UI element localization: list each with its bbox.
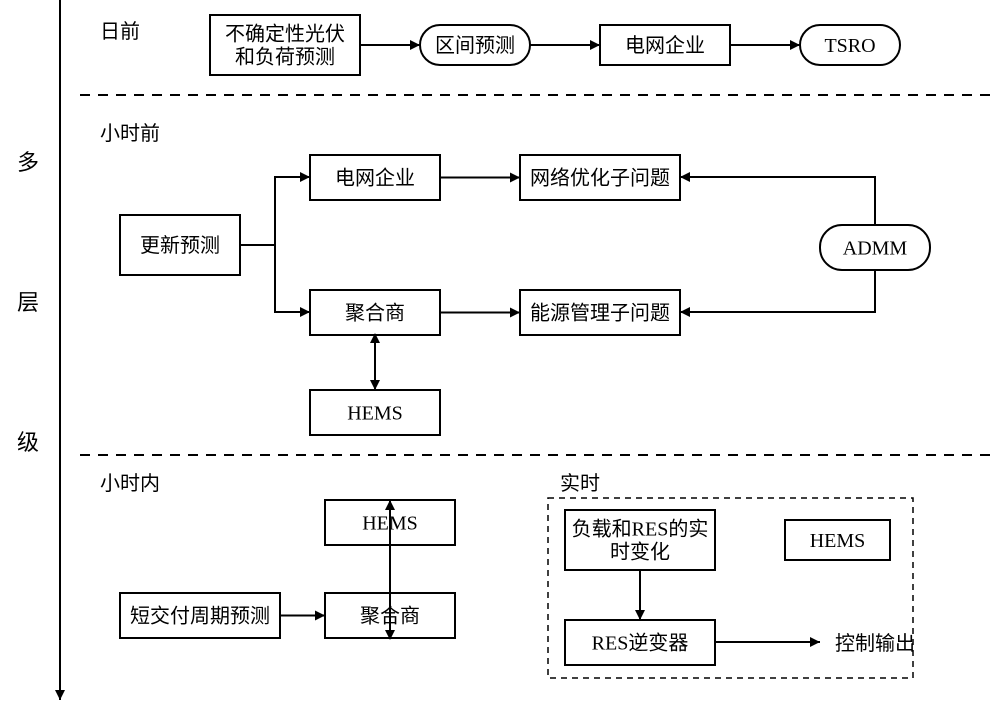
node-label: 电网企业 — [625, 34, 705, 57]
vertical-label-char: 层 — [17, 290, 39, 315]
vertical-label-char: 多 — [17, 150, 39, 175]
vertical-label-char: 级 — [17, 430, 39, 455]
node-label: HEMS — [810, 530, 866, 552]
node-label: 短交付周期预测 — [130, 605, 270, 628]
edge — [680, 270, 875, 312]
section-label: 日前 — [100, 20, 140, 43]
node-label: 能源管理子问题 — [530, 302, 670, 325]
section-label: 小时前 — [100, 122, 160, 145]
edge — [240, 177, 310, 245]
node-label: 网络优化子问题 — [530, 167, 670, 190]
node-label: 更新预测 — [140, 234, 220, 257]
node-label: 和负荷预测 — [235, 46, 335, 69]
node-label: 时变化 — [610, 541, 670, 564]
node-label: TSRO — [824, 35, 875, 57]
node-text: 控制输出 — [835, 632, 915, 655]
node-label: 聚合商 — [345, 302, 405, 325]
node-label: 不确定性光伏 — [225, 23, 345, 46]
node-label: HEMS — [347, 403, 403, 425]
section-label: 实时 — [560, 472, 600, 495]
node-label: 负载和RES的实 — [572, 518, 709, 541]
node-label: 电网企业 — [335, 167, 415, 190]
node-label: ADMM — [843, 238, 908, 260]
diagram-canvas: 多层级日前小时前小时内实时不确定性光伏和负荷预测区间预测电网企业TSRO更新预测… — [0, 0, 1000, 710]
section-label: 小时内 — [100, 472, 160, 495]
node-label: RES逆变器 — [592, 632, 689, 655]
edge — [240, 245, 310, 312]
edge — [680, 177, 875, 225]
node-label: 区间预测 — [435, 34, 515, 57]
